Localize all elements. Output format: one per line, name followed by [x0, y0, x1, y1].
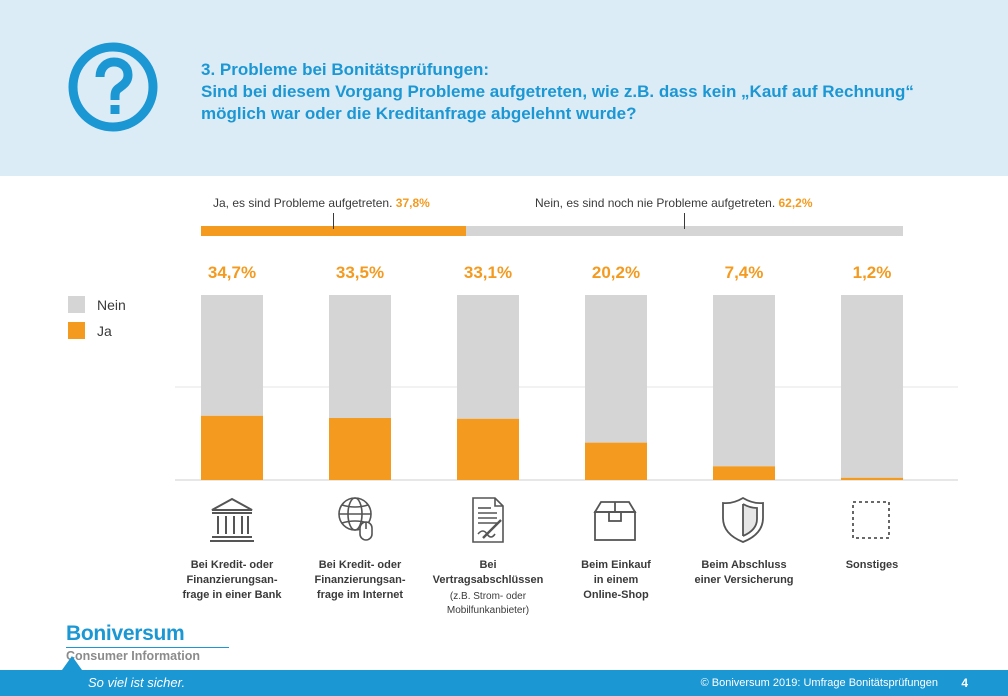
bar-value-label: 1,2% [853, 263, 892, 282]
category-line: Beim Abschluss [701, 559, 787, 571]
category-line: frage im Internet [316, 589, 404, 601]
brand-divider [66, 647, 229, 648]
category-line: Bei Kredit- oder [318, 559, 402, 571]
category-note: Mobilfunkanbieter) [446, 605, 530, 616]
bar-value-label: 33,1% [464, 263, 512, 282]
category-label-vertrag: Bei Vertragsabschlüssen (z.B. Strom- ode… [423, 558, 553, 618]
legend-label-ja: Ja [97, 322, 112, 339]
dotted-square-icon [845, 494, 897, 546]
category-label-online-shop: Beim Einkauf in einem Online-Shop [551, 558, 681, 603]
footer-copyright: © Boniversum 2019: Umfrage Bonitätsprüfu… [700, 677, 938, 689]
footer-slogan: So viel ist sicher. [88, 675, 186, 690]
legend-item-nein: Nein [68, 296, 126, 313]
summary-ja-label: Ja, es sind Probleme aufgetreten. 37,8% [213, 196, 430, 210]
shield-icon [717, 494, 769, 546]
summary-ja-pct: 37,8% [395, 196, 430, 210]
category-line: frage in einer Bank [182, 589, 282, 601]
bar-ja [841, 477, 903, 480]
category-label-versicherung: Beim Abschluss einer Versicherung [679, 558, 809, 588]
category-note: (z.B. Strom- oder [449, 591, 527, 602]
question-line-1: Sind bei diesem Vorgang Probleme aufgetr… [201, 82, 914, 101]
category-line: in einem [593, 574, 639, 586]
brand-name: Boniversum [66, 622, 185, 645]
brand-logo: Boniversum Consumer Information [66, 622, 229, 663]
bars-group: 34,7% 33,5% 33,1% 20,2% 7,4% 1,2% [201, 263, 903, 480]
contract-icon [461, 494, 513, 546]
category-line: Online-Shop [583, 589, 649, 601]
question-mark-circle-icon [67, 41, 159, 133]
bank-icon [206, 494, 258, 546]
bar-value-label: 33,5% [336, 263, 384, 282]
bar-ja [713, 466, 775, 480]
category-line: einer Versicherung [694, 574, 794, 586]
legend-label-nein: Nein [97, 296, 126, 313]
bar-value-label: 20,2% [592, 263, 640, 282]
bar-nein [201, 295, 263, 416]
summary-nein-tick [684, 213, 685, 229]
question-line-2: möglich war oder die Kreditanfrage abgel… [201, 104, 637, 123]
bar-nein [841, 295, 903, 478]
footer-notch [62, 656, 82, 670]
legend-swatch-nein [68, 296, 85, 313]
brand-subtitle: Consumer Information [66, 649, 201, 663]
summary-bar-ja [201, 226, 466, 236]
category-line: Finanzierungsan- [314, 574, 406, 586]
bar-ja [329, 418, 391, 480]
category-line: Finanzierungsan- [186, 574, 278, 586]
category-label-bank: Bei Kredit- oder Finanzierungsan- frage … [167, 558, 297, 603]
bar-nein [713, 295, 775, 467]
summary-ja-text: Ja, es sind Probleme aufgetreten. [213, 196, 393, 210]
page-title: 3. Probleme bei Bonitätsprüfungen: [201, 60, 490, 79]
category-label-sonstiges: Sonstiges [807, 558, 937, 573]
package-icon [589, 494, 641, 546]
category-line: Bei Vertragsabschlüssen [432, 559, 544, 586]
globe-mouse-icon [333, 494, 385, 546]
category-line: Bei Kredit- oder [190, 559, 274, 571]
summary-nein-label: Nein, es sind noch nie Probleme aufgetre… [535, 196, 813, 210]
bar-nein [329, 295, 391, 419]
bar-ja [457, 418, 519, 480]
category-line: Beim Einkauf [581, 559, 651, 571]
bar-value-label: 34,7% [208, 263, 256, 282]
bar-nein [585, 295, 647, 443]
stacked-bar-chart: 34,7% 33,5% 33,1% 20,2% 7,4% 1,2% [175, 263, 958, 481]
header-panel: 3. Probleme bei Bonitätsprüfungen: Sind … [0, 0, 1008, 176]
legend-item-ja: Ja [68, 322, 112, 339]
bar-ja [585, 442, 647, 480]
summary-bar-nein [201, 226, 903, 236]
summary-nein-pct: 62,2% [778, 196, 813, 210]
legend-swatch-ja [68, 322, 85, 339]
footer-bar [0, 670, 1008, 696]
page-number: 4 [961, 676, 968, 690]
summary-nein-text: Nein, es sind noch nie Probleme aufgetre… [535, 196, 776, 210]
bar-value-label: 7,4% [725, 263, 764, 282]
category-label-internet: Bei Kredit- oder Finanzierungsan- frage … [295, 558, 425, 603]
bar-nein [457, 295, 519, 419]
category-line: Sonstiges [845, 559, 899, 571]
summary-ja-tick [333, 213, 334, 229]
bar-ja [201, 415, 263, 480]
